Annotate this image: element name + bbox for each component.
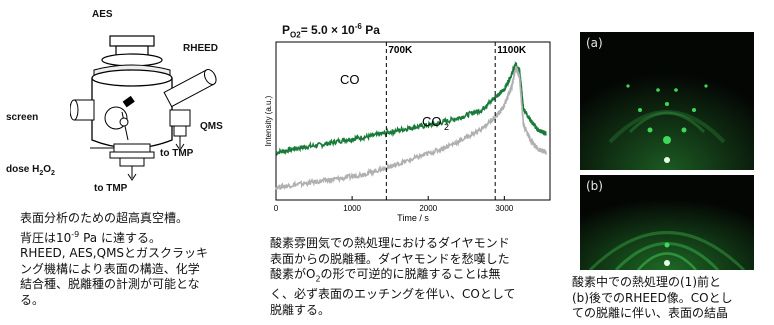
x-tick-label: 3000 — [495, 204, 513, 213]
desorption-caption: 酸素雰囲気での熱処理におけるダイヤモンド 表面からの脱離種。ダイヤモンドを愁嘆し… — [270, 236, 516, 317]
plot-frame — [275, 41, 551, 201]
rheed-b-label: (b) — [586, 179, 603, 193]
series-line-co2 — [275, 65, 547, 190]
dose-label: dose H2O2 — [6, 164, 55, 177]
rheed-a-label: (a) — [586, 36, 603, 50]
y-axis-label: Intensity (a.u.) — [264, 95, 273, 146]
rheed-a-spot — [638, 108, 642, 112]
rheed-a-spot — [692, 108, 696, 112]
x-axis-label: Time / s — [397, 213, 429, 223]
rheed-image-a: (a) — [580, 32, 754, 170]
to-tmp-bottom-label: to TMP — [94, 183, 128, 194]
series-label-co2-subscript: 2 — [444, 122, 449, 132]
rheed-b-specular-spot — [664, 260, 670, 266]
rheed-a-spot — [626, 84, 630, 88]
rheed-a-spot — [656, 88, 660, 92]
rheed-a-spot — [674, 88, 678, 92]
rheed-pattern-a — [580, 32, 754, 170]
desorption-chart: 700K 1100K 0 1000 2000 3000 Time / s Intensity … — [264, 41, 551, 223]
uhv-chamber-drawing — [70, 35, 217, 181]
rheed-pattern-b — [580, 175, 754, 270]
rheed-a-spot — [647, 127, 653, 133]
to-tmp-right-label: to TMP — [160, 148, 194, 159]
rheed-image-b: (b) — [580, 175, 754, 270]
rheed-a-spot — [704, 84, 708, 88]
rheed-a-spot — [681, 127, 687, 133]
rheed-caption: 酸素中での熱処理の(1)前と (b)後でのRHEED像。COとし ての脱離に伴い… — [572, 275, 733, 321]
rheed-a-spot — [665, 102, 669, 106]
temperature-marker-label: 700K — [388, 45, 413, 56]
series-line-co — [275, 61, 547, 156]
qms-label: QMS — [200, 121, 223, 132]
chart-title: PO2= 5.0 × 10-6 Pa — [282, 22, 380, 40]
screen-label: screen — [6, 112, 39, 123]
x-tick-label: 0 — [274, 204, 279, 213]
rheed-a-specular-spot — [664, 157, 670, 163]
apparatus-caption: 表面分析のための超高真空槽。 背圧は10-9 Pa に達する。 RHEED, A… — [20, 211, 209, 307]
series-label-co2: CO — [422, 114, 442, 129]
rheed-label: RHEED — [183, 43, 219, 54]
x-tick-label: 1000 — [343, 204, 361, 213]
aes-label: AES — [92, 9, 113, 20]
series-label-co: CO — [340, 72, 360, 87]
x-tick-label: 2000 — [419, 204, 437, 213]
rheed-a-central-spot — [663, 136, 671, 144]
temperature-marker-label: 1100K — [497, 45, 527, 56]
rheed-b-spot — [664, 242, 670, 248]
